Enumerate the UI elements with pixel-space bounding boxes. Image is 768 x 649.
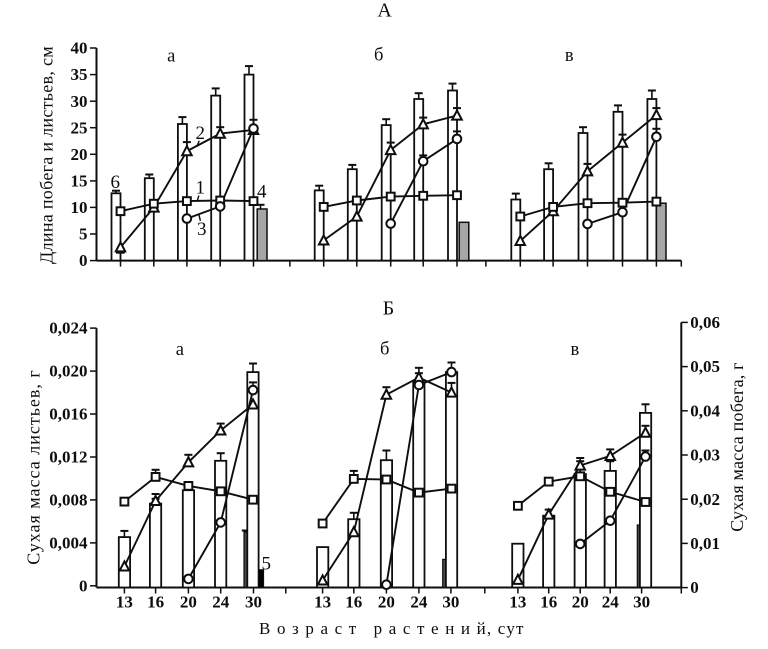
svg-text:0,06: 0,06 <box>690 313 720 332</box>
svg-text:0,05: 0,05 <box>690 357 720 376</box>
svg-text:б: б <box>374 45 383 65</box>
svg-text:24: 24 <box>410 593 428 612</box>
svg-text:25: 25 <box>71 118 88 137</box>
svg-text:0,024: 0,024 <box>49 319 88 338</box>
svg-text:в: в <box>571 340 580 360</box>
svg-text:2: 2 <box>195 123 205 144</box>
svg-text:а: а <box>167 46 175 66</box>
svg-text:0,016: 0,016 <box>49 405 87 424</box>
svg-text:20: 20 <box>572 593 589 612</box>
svg-text:Длина побега и листьев, см: Длина побега и листьев, см <box>37 46 57 264</box>
svg-text:0,020: 0,020 <box>49 362 87 381</box>
svg-text:0,01: 0,01 <box>690 534 720 553</box>
svg-text:0: 0 <box>79 251 88 270</box>
svg-text:Возраст растений, сут: Возраст растений, сут <box>259 619 525 638</box>
svg-text:а: а <box>176 340 184 360</box>
svg-text:0,02: 0,02 <box>690 490 720 509</box>
svg-text:16: 16 <box>345 593 362 612</box>
svg-text:20: 20 <box>71 145 88 164</box>
svg-text:30: 30 <box>442 593 459 612</box>
svg-text:15: 15 <box>71 171 88 190</box>
svg-text:10: 10 <box>71 198 88 217</box>
svg-text:0,03: 0,03 <box>690 446 720 465</box>
svg-text:0: 0 <box>79 576 88 595</box>
svg-text:40: 40 <box>71 39 88 58</box>
svg-text:в: в <box>565 46 574 66</box>
svg-text:А: А <box>377 0 392 22</box>
svg-text:24: 24 <box>602 593 620 612</box>
svg-text:30: 30 <box>633 593 650 612</box>
svg-text:0,008: 0,008 <box>49 491 87 510</box>
svg-text:13: 13 <box>314 593 331 612</box>
svg-text:3: 3 <box>197 219 207 240</box>
svg-text:1: 1 <box>195 177 205 198</box>
svg-text:30: 30 <box>245 593 262 612</box>
svg-text:20: 20 <box>180 593 197 612</box>
svg-text:35: 35 <box>71 65 88 84</box>
svg-text:Сухая масса листьев, г: Сухая масса листьев, г <box>24 369 44 565</box>
svg-text:0,04: 0,04 <box>690 401 720 420</box>
svg-text:5: 5 <box>79 225 88 244</box>
svg-text:Б: Б <box>383 298 394 320</box>
svg-text:0: 0 <box>690 578 699 597</box>
svg-text:30: 30 <box>71 92 88 111</box>
svg-text:0,012: 0,012 <box>49 448 87 467</box>
svg-text:5: 5 <box>262 554 272 575</box>
svg-text:4: 4 <box>257 181 267 202</box>
svg-text:б: б <box>380 340 389 360</box>
svg-text:24: 24 <box>212 593 230 612</box>
svg-text:20: 20 <box>378 593 395 612</box>
svg-text:6: 6 <box>110 172 120 193</box>
svg-text:16: 16 <box>147 593 164 612</box>
svg-text:Сухая масса побега, г: Сухая масса побега, г <box>727 362 747 532</box>
svg-text:0,004: 0,004 <box>49 533 88 552</box>
svg-text:13: 13 <box>509 593 526 612</box>
svg-text:16: 16 <box>540 593 557 612</box>
svg-text:13: 13 <box>116 593 133 612</box>
